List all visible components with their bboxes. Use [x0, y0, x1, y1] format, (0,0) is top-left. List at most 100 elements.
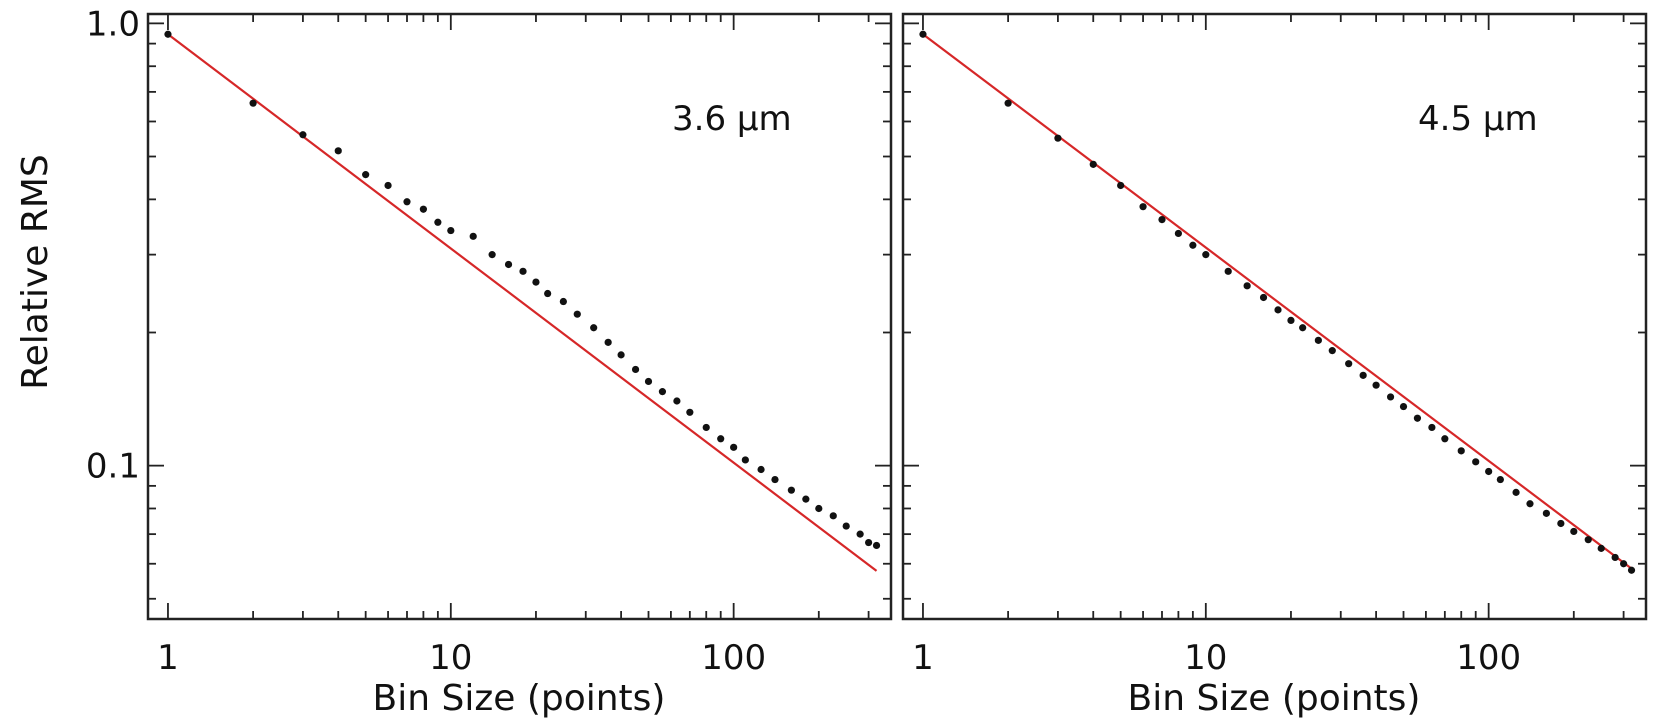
data-point: [1627, 566, 1636, 574]
panel-label: 3.6 μm: [672, 99, 792, 139]
axis-ticks: [148, 14, 891, 619]
plot-frame: [901, 12, 1648, 621]
data-point: [741, 456, 749, 464]
data-point: [644, 377, 653, 386]
y-tick-label: 0.1: [86, 447, 140, 487]
data-point: [504, 260, 513, 269]
data-point: [1512, 488, 1520, 496]
data-point: [1314, 336, 1322, 344]
data-point: [1611, 553, 1619, 562]
data-point: [334, 147, 342, 155]
x-tick-label: 10: [429, 638, 472, 678]
data-point: [519, 267, 527, 275]
data-point: [1485, 467, 1493, 476]
data-point: [434, 218, 442, 226]
panel-4-5-um: 4.5 μm Bin Size (points) 1 10 100: [901, 12, 1648, 719]
data-point: [842, 522, 850, 530]
x-tick-label: 100: [1456, 638, 1521, 678]
data-point: [702, 423, 710, 432]
data-point: [544, 289, 552, 298]
data-point: [673, 397, 681, 405]
data-point: [403, 198, 411, 206]
data-point: [1139, 203, 1147, 211]
data-point: [1386, 393, 1395, 401]
data-point: [1496, 475, 1504, 484]
data-point: [872, 541, 881, 550]
data-point: [787, 486, 795, 494]
fit-line: [167, 33, 878, 572]
data-point: [1004, 99, 1012, 107]
data-point: [1089, 160, 1097, 168]
data-points: [919, 30, 1636, 574]
data-point: [1597, 544, 1605, 552]
fit-line-group: [167, 33, 878, 572]
panel-label: 4.5 μm: [1418, 99, 1538, 139]
data-point: [1428, 423, 1436, 432]
data-point: [865, 538, 873, 547]
axis-ticks: [903, 14, 1646, 619]
x-axis-title: Bin Size (points): [373, 678, 666, 719]
data-point: [1570, 527, 1578, 536]
x-tick-label: 10: [1184, 638, 1227, 678]
data-point: [1274, 306, 1282, 314]
data-point: [1359, 371, 1367, 379]
data-point: [1189, 241, 1197, 249]
panel-3-6-um: 3.6 μm Bin Size (points) 1 10 100 1.0 0.1: [86, 4, 893, 719]
fit-line-group: [922, 33, 1633, 570]
data-point: [919, 30, 927, 38]
data-point: [1158, 216, 1166, 224]
data-point: [1117, 181, 1125, 190]
tick-labels: 1 10 100 1.0 0.1: [86, 4, 766, 678]
data-point: [1557, 519, 1565, 528]
plot-frame: [146, 12, 893, 621]
data-point: [617, 351, 625, 359]
x-tick-label: 1: [157, 638, 179, 678]
data-point: [362, 171, 370, 179]
x-tick-label: 100: [701, 638, 766, 678]
data-point: [856, 530, 864, 538]
data-point: [1584, 536, 1592, 544]
data-point: [1457, 447, 1465, 455]
data-point: [730, 443, 738, 451]
data-point: [717, 435, 725, 443]
data-point: [1399, 402, 1408, 411]
data-point: [469, 232, 477, 240]
data-point: [1413, 414, 1422, 422]
data-point: [757, 465, 765, 474]
x-axis-title: Bin Size (points): [1128, 678, 1421, 719]
data-point: [299, 131, 307, 139]
fit-line: [922, 33, 1633, 570]
y-axis-title: Relative RMS: [15, 154, 56, 390]
data-point: [590, 324, 598, 332]
data-point: [604, 338, 612, 346]
data-point: [686, 408, 694, 416]
data-points: [164, 30, 881, 550]
data-point: [1174, 229, 1182, 238]
data-point: [1224, 267, 1232, 275]
data-point: [1542, 509, 1550, 517]
data-point: [1299, 324, 1307, 332]
data-point: [1243, 282, 1251, 290]
data-point: [829, 512, 837, 520]
data-point: [1345, 360, 1353, 368]
data-point: [1620, 560, 1628, 568]
data-point: [1202, 251, 1210, 259]
x-tick-label: 1: [912, 638, 934, 678]
data-point: [815, 504, 823, 513]
data-point: [1526, 500, 1534, 508]
data-point: [1472, 458, 1480, 466]
data-point: [1372, 381, 1380, 389]
data-point: [559, 297, 567, 306]
data-point: [573, 310, 581, 318]
data-point: [1054, 134, 1062, 142]
data-point: [1287, 316, 1295, 325]
data-point: [802, 495, 810, 503]
data-point: [419, 205, 427, 213]
tick-labels: 1 10 100: [912, 638, 1521, 678]
data-point: [1441, 435, 1449, 443]
data-point: [447, 226, 455, 235]
data-point: [488, 251, 496, 259]
data-point: [1259, 293, 1268, 302]
data-point: [771, 475, 779, 484]
data-point: [631, 365, 640, 374]
